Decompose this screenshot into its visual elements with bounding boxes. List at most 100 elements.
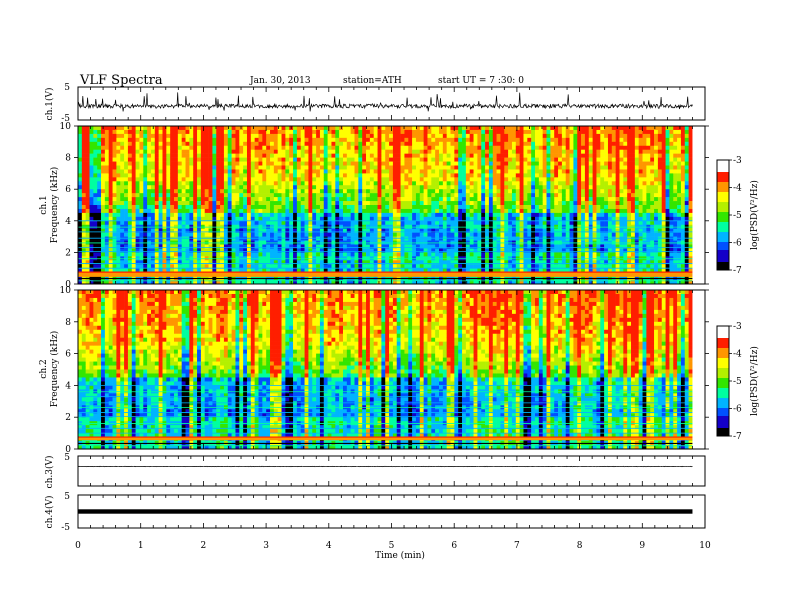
spec-cell (177, 252, 182, 257)
spec-cell (412, 216, 417, 222)
spec-cell (181, 252, 186, 257)
spec-cell (143, 244, 148, 249)
spec-cell (423, 248, 428, 253)
spec-cell (231, 268, 236, 273)
spec-cell (500, 173, 505, 178)
spec-cell (127, 189, 133, 194)
spec-cell (300, 145, 305, 150)
spec-cell (446, 220, 451, 226)
spec-cell (458, 248, 463, 253)
spec-cell (381, 133, 386, 139)
spec-cell (389, 153, 394, 158)
spec-cell (431, 208, 436, 214)
spec-cell (385, 169, 390, 174)
spec-cell (538, 133, 543, 139)
spec-cell (166, 137, 171, 143)
spec-cell (508, 232, 513, 237)
spec-cell (204, 185, 209, 190)
spec-cell (254, 169, 259, 174)
spec-cell (193, 248, 198, 253)
spec-cell (139, 157, 144, 162)
spec-cell (250, 181, 255, 186)
spec-cell (131, 137, 136, 143)
spec-cell (150, 268, 156, 273)
spec-cell (266, 169, 271, 174)
spec-cell (469, 208, 474, 214)
spec-cell (281, 145, 286, 150)
spec-cell (327, 185, 332, 190)
spec-cell (250, 141, 255, 147)
spec-cell (504, 220, 509, 226)
spec-cell (500, 232, 505, 237)
spec-cell (166, 201, 171, 206)
spec-cell (116, 161, 121, 166)
spec-cell (381, 169, 386, 174)
spec-cell (143, 216, 148, 222)
spec-cell (312, 228, 317, 233)
spec-cell (354, 173, 359, 178)
spec-cell (515, 145, 520, 150)
spec-cell (458, 129, 463, 135)
spec-cell (469, 248, 474, 253)
spec-cell (170, 153, 175, 158)
spec-cell (243, 193, 248, 198)
spec-cell (243, 129, 248, 135)
spec-cell (139, 169, 144, 174)
spec-cell (400, 264, 405, 269)
spec-cell (392, 133, 398, 139)
spec-cell (147, 193, 152, 198)
spec-cell (485, 197, 490, 202)
spec-cell (404, 248, 409, 253)
spec-cell (435, 126, 440, 131)
spec-cell (492, 232, 497, 237)
spec-cell (281, 181, 286, 186)
spec-cell (538, 197, 543, 202)
spec-cell (369, 153, 375, 158)
spec-cell (243, 126, 248, 131)
spec-cell (358, 145, 363, 150)
spec-cell (139, 173, 144, 178)
spec-cell (481, 145, 486, 150)
spec-cell (185, 201, 190, 206)
spec-cell (104, 177, 110, 182)
spec-cell (181, 232, 186, 237)
spec-cell (473, 216, 478, 222)
spec-cell (350, 177, 355, 182)
spec-cell (85, 157, 90, 162)
spec-cell (396, 149, 401, 154)
spec-cell (396, 205, 401, 210)
spec-cell (131, 169, 136, 174)
spec-cell (170, 236, 175, 241)
spec-cell (546, 197, 551, 202)
spec-cell (235, 189, 240, 194)
spec-cell (89, 129, 94, 135)
spec-cell (266, 212, 271, 218)
spec-cell (331, 201, 336, 206)
spec-cell (535, 177, 540, 182)
spec-cell (185, 157, 190, 162)
spec-cell (492, 137, 497, 143)
spec-cell (508, 133, 513, 139)
spec-cell (331, 169, 336, 174)
spec-cell (116, 228, 121, 233)
spec-cell (300, 205, 305, 210)
spec-cell (181, 133, 186, 139)
spec-cell (435, 252, 440, 257)
spec-cell (89, 252, 94, 257)
spec-cell (327, 280, 332, 285)
spec-cell (431, 197, 436, 202)
spec-cell (404, 244, 409, 249)
spec-cell (377, 137, 382, 143)
spec-cell (220, 205, 225, 210)
spec-cell (227, 260, 232, 265)
spec-cell (189, 205, 194, 210)
spec-cell (223, 280, 229, 285)
spec-cell (147, 181, 152, 186)
spec-cell (308, 201, 313, 206)
spec-cell (323, 189, 328, 194)
spec-cell (377, 228, 382, 233)
spec-cell (412, 129, 417, 135)
spec-cell (162, 145, 167, 150)
spec-cell (166, 177, 171, 182)
spec-cell (400, 153, 405, 158)
